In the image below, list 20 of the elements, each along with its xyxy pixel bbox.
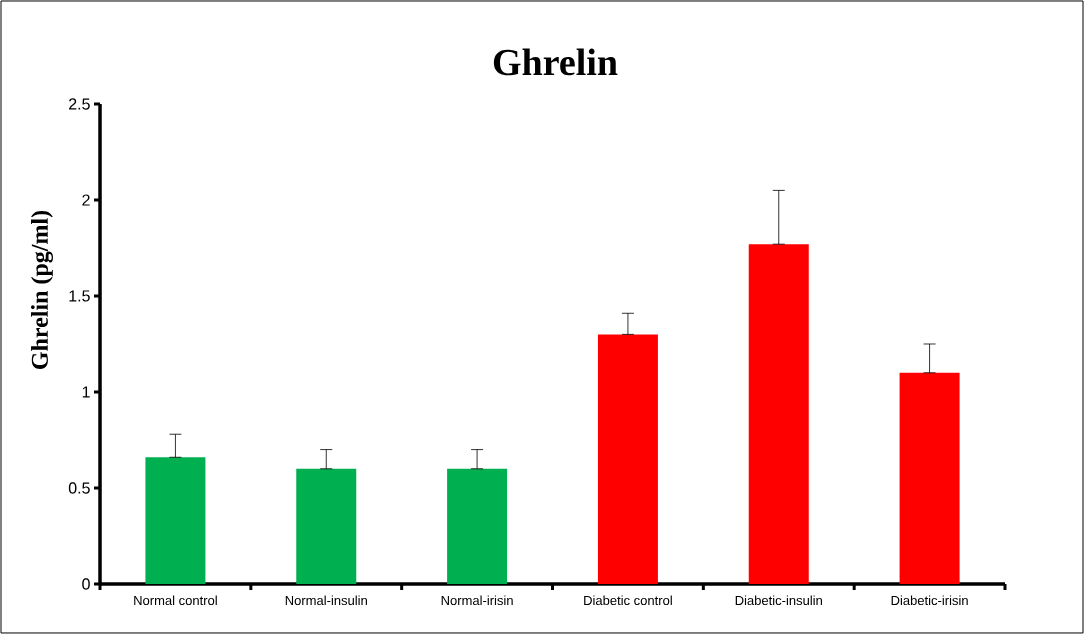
bar [748, 244, 809, 584]
bar [447, 468, 508, 584]
x-tick-label: Diabetic-irisin [891, 595, 968, 606]
chart-title: Ghrelin [493, 48, 618, 76]
bar [899, 372, 960, 584]
x-tick-label: Diabetic-insulin [735, 595, 822, 606]
y-tick-label: 0.5 [68, 482, 90, 494]
y-tick-label: 0 [82, 578, 90, 590]
y-tick-label: 1 [82, 386, 90, 398]
bar [296, 468, 357, 584]
y-tick-label: 2.5 [69, 98, 90, 110]
x-tick-label: Normal-insulin [285, 595, 367, 606]
y-tick-label: 2 [82, 194, 90, 206]
x-tick-label: Normal-irisin [441, 595, 513, 606]
x-tick-label: Diabetic control [584, 595, 672, 606]
y-axis-title: Ghrelin (pg/ml) [31, 210, 53, 369]
x-tick-label: Normal control [134, 595, 217, 606]
bar [145, 457, 206, 584]
bar [597, 334, 658, 584]
y-tick-label: 1.5 [69, 290, 90, 302]
